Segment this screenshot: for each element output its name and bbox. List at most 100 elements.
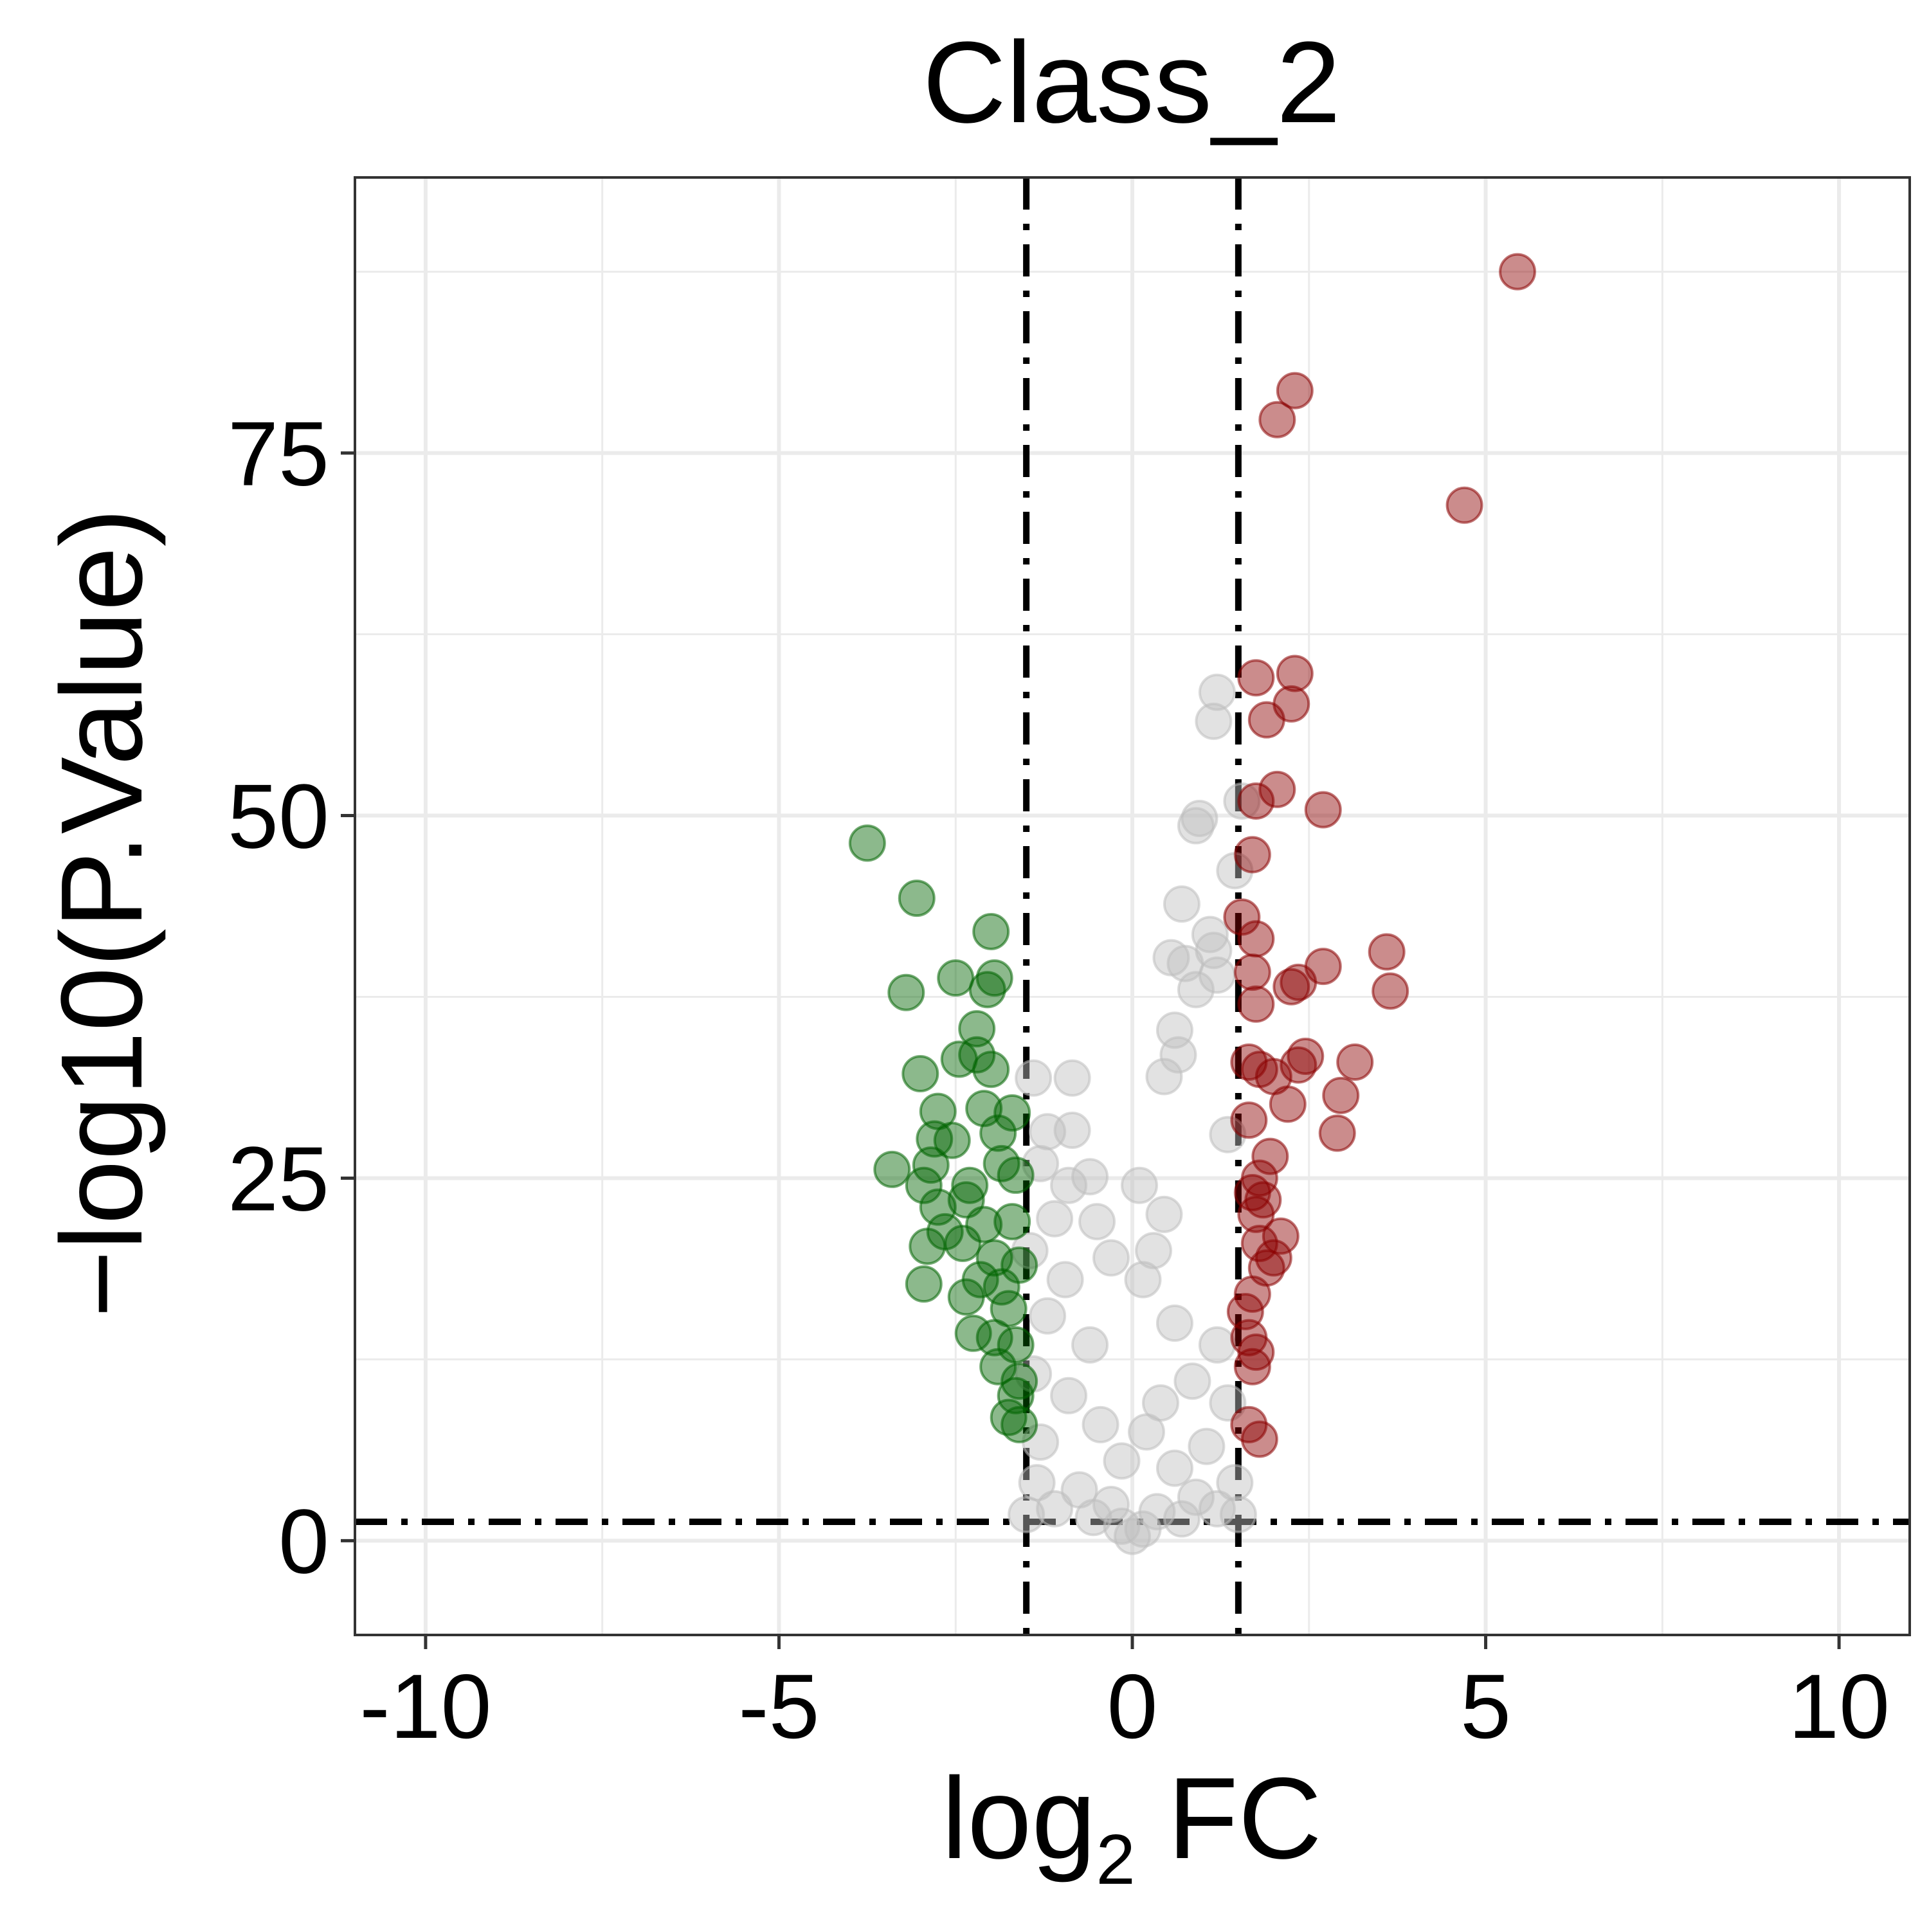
data-point-up	[1322, 1076, 1360, 1114]
data-point-not-significant	[1188, 1427, 1226, 1465]
data-point-not-significant	[1046, 1261, 1084, 1299]
data-point-down	[1001, 1405, 1038, 1443]
data-point-not-significant	[1120, 1166, 1158, 1204]
data-point-down	[947, 1278, 985, 1316]
x-tick-label: 0	[1107, 1656, 1158, 1758]
data-point-not-significant	[1177, 1478, 1215, 1516]
data-point-up	[1247, 701, 1285, 739]
y-tick-label: 25	[228, 1128, 329, 1230]
x-tick-label: 5	[1460, 1656, 1511, 1758]
data-point-up	[1276, 372, 1314, 410]
data-point-down	[940, 1040, 978, 1078]
data-point-down	[909, 1227, 946, 1265]
data-point-not-significant	[1114, 1517, 1151, 1555]
data-point-not-significant	[1092, 1239, 1130, 1277]
data-point-down	[887, 973, 925, 1011]
data-point-down	[1001, 1246, 1038, 1284]
data-point-not-significant	[1053, 1059, 1091, 1097]
data-point-up	[1233, 1348, 1271, 1386]
data-point-up	[1336, 1043, 1374, 1081]
data-point-up	[1445, 486, 1483, 524]
data-point-down	[944, 1224, 982, 1262]
x-tick-label: 10	[1788, 1656, 1890, 1758]
data-point-not-significant	[1177, 971, 1215, 1009]
data-point-not-significant	[1219, 1495, 1257, 1533]
data-point-not-significant	[1050, 1166, 1088, 1204]
data-point-up	[1240, 1420, 1278, 1458]
data-point-not-significant	[1155, 1449, 1193, 1487]
data-point-down	[848, 824, 886, 862]
data-point-up	[1237, 782, 1275, 820]
data-point-up	[1240, 1224, 1278, 1262]
data-point-not-significant	[1198, 1326, 1236, 1364]
x-axis-title: log2 FC	[941, 1754, 1321, 1899]
data-point-down	[990, 1398, 1028, 1436]
data-point-down	[951, 1166, 989, 1204]
data-point-not-significant	[1145, 1058, 1183, 1096]
data-point-not-significant	[1008, 1495, 1046, 1533]
data-point-not-significant	[1029, 1113, 1067, 1151]
data-point-up	[1233, 836, 1271, 874]
data-point-not-significant	[1198, 1490, 1236, 1528]
data-point-not-significant	[1173, 1362, 1211, 1400]
data-point-down	[993, 1203, 1031, 1241]
data-point-not-significant	[1209, 1115, 1247, 1153]
data-point-up	[1230, 1101, 1268, 1139]
data-point-not-significant	[1198, 673, 1236, 711]
y-tick-label: 0	[278, 1490, 329, 1593]
data-point-up	[1254, 1239, 1292, 1277]
data-point-not-significant	[1145, 1195, 1183, 1233]
data-point-not-significant	[1036, 1490, 1074, 1528]
data-point-up	[1237, 920, 1275, 958]
data-point-down	[937, 959, 975, 997]
data-point-down	[919, 1188, 957, 1226]
data-point-not-significant	[1163, 885, 1200, 923]
y-tick-label: 75	[228, 403, 329, 505]
data-point-not-significant	[1163, 1500, 1200, 1538]
data-point-not-significant	[1036, 1200, 1074, 1238]
data-point-not-significant	[1195, 702, 1233, 740]
data-point-not-significant	[1082, 1405, 1119, 1443]
data-point-down	[933, 1121, 971, 1159]
data-point-down	[958, 1010, 996, 1048]
data-point-not-significant	[1074, 1499, 1112, 1537]
data-point-up	[1372, 972, 1409, 1010]
data-point-not-significant	[1071, 1326, 1109, 1364]
axes: -10 -5 0 5 10 0 25 50 75	[228, 403, 1890, 1758]
data-point-not-significant	[1103, 1442, 1141, 1480]
data-point-up	[1237, 1195, 1275, 1233]
y-axis-title: −log10(P.Value)	[37, 508, 167, 1317]
data-point-not-significant	[1155, 1305, 1193, 1342]
data-point-down	[997, 1156, 1035, 1194]
data-point-down	[901, 1055, 939, 1093]
data-point-up	[1223, 898, 1261, 936]
data-point-up	[1258, 770, 1296, 808]
data-point-down	[972, 1051, 1010, 1088]
data-point-down	[905, 1166, 943, 1204]
data-point-up	[1258, 401, 1296, 438]
data-point-not-significant	[1177, 807, 1215, 845]
data-point-not-significant	[1015, 1059, 1053, 1097]
data-point-up	[1262, 1217, 1300, 1255]
data-point-up	[1233, 953, 1271, 991]
chart-title: Class_2	[923, 18, 1341, 147]
data-point-up	[1287, 1037, 1325, 1075]
x-axis-title-subscript: 2	[1096, 1820, 1136, 1899]
data-point-down	[1001, 1362, 1038, 1400]
data-points	[848, 253, 1537, 1555]
data-point-not-significant	[1159, 1036, 1197, 1074]
x-axis-title-prefix: log	[941, 1754, 1096, 1883]
data-point-not-significant	[1050, 1377, 1088, 1414]
data-point-down	[905, 1265, 943, 1303]
data-point-up	[1237, 1333, 1275, 1371]
data-point-down	[912, 1146, 950, 1184]
y-tick-label: 50	[228, 766, 329, 868]
data-point-down	[898, 880, 936, 917]
x-tick-label: -5	[738, 1656, 819, 1758]
data-point-down	[993, 1094, 1031, 1132]
data-point-down	[972, 912, 1010, 950]
data-point-not-significant	[1223, 782, 1261, 820]
data-point-up	[1237, 659, 1275, 697]
